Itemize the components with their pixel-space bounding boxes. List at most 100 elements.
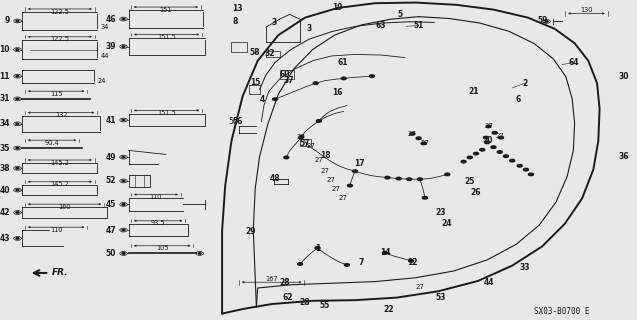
Circle shape — [122, 253, 125, 254]
Text: 19: 19 — [333, 3, 343, 12]
Text: 45: 45 — [106, 200, 116, 209]
Text: 130: 130 — [580, 7, 592, 13]
Text: 2: 2 — [522, 79, 527, 88]
Text: 44: 44 — [101, 53, 109, 59]
Text: 145.2: 145.2 — [50, 181, 69, 187]
Text: 7: 7 — [359, 258, 364, 267]
Text: FR.: FR. — [52, 268, 68, 277]
Circle shape — [468, 156, 472, 159]
Text: 27: 27 — [496, 133, 504, 139]
Text: 21: 21 — [468, 87, 479, 96]
Text: 18: 18 — [320, 151, 331, 160]
Circle shape — [524, 168, 529, 171]
Text: 27: 27 — [307, 143, 316, 148]
Circle shape — [491, 146, 496, 148]
Text: 5: 5 — [397, 10, 403, 19]
Circle shape — [284, 156, 289, 159]
Bar — [249, 85, 260, 94]
Text: 16: 16 — [333, 88, 343, 97]
Circle shape — [473, 152, 478, 155]
Circle shape — [122, 46, 125, 47]
Text: 34: 34 — [0, 119, 10, 128]
Text: 30: 30 — [618, 72, 629, 81]
Text: 12: 12 — [407, 258, 418, 267]
Circle shape — [352, 170, 357, 172]
Text: 29: 29 — [245, 227, 255, 236]
Circle shape — [313, 82, 318, 84]
Text: 23: 23 — [435, 208, 446, 217]
Circle shape — [341, 77, 347, 80]
Text: 27: 27 — [315, 157, 323, 163]
Text: 10: 10 — [0, 45, 10, 54]
Text: 38: 38 — [0, 164, 10, 173]
Circle shape — [396, 177, 401, 180]
Circle shape — [461, 160, 466, 163]
Text: 35: 35 — [0, 144, 10, 153]
Circle shape — [417, 178, 422, 180]
Circle shape — [497, 151, 502, 153]
Text: 64: 64 — [568, 58, 578, 67]
Text: 13: 13 — [233, 4, 243, 12]
Text: 15: 15 — [250, 78, 261, 87]
Circle shape — [517, 164, 522, 167]
Circle shape — [480, 148, 485, 151]
Circle shape — [545, 21, 548, 22]
Text: 31: 31 — [0, 94, 10, 103]
Text: 28: 28 — [300, 298, 310, 307]
Circle shape — [198, 253, 201, 254]
Circle shape — [486, 125, 491, 128]
Text: 32: 32 — [265, 49, 275, 58]
Text: 43: 43 — [0, 234, 10, 243]
Text: 63: 63 — [376, 21, 387, 30]
Circle shape — [445, 173, 450, 176]
Circle shape — [492, 132, 497, 134]
Text: 27: 27 — [327, 177, 336, 183]
Circle shape — [299, 136, 304, 138]
Text: 151.5: 151.5 — [157, 34, 176, 40]
Text: 27: 27 — [297, 134, 306, 140]
Text: 3: 3 — [271, 18, 276, 27]
Text: 27: 27 — [338, 196, 347, 201]
Bar — [280, 70, 294, 79]
Bar — [266, 51, 280, 57]
Text: 59: 59 — [537, 16, 547, 25]
Text: 26: 26 — [471, 188, 482, 197]
Text: 24: 24 — [441, 220, 452, 228]
Text: 52: 52 — [106, 176, 116, 186]
Text: 33: 33 — [519, 263, 530, 272]
Text: 115: 115 — [50, 91, 62, 97]
Text: 22: 22 — [383, 305, 394, 314]
Circle shape — [16, 238, 19, 239]
Circle shape — [410, 132, 415, 135]
Text: 1: 1 — [315, 244, 320, 252]
Text: 132: 132 — [55, 112, 68, 118]
Text: 20: 20 — [482, 136, 492, 145]
Circle shape — [317, 120, 321, 122]
Circle shape — [122, 18, 125, 20]
Bar — [129, 175, 150, 187]
Text: 58: 58 — [250, 48, 261, 57]
Text: 55: 55 — [320, 301, 330, 310]
Text: 3: 3 — [306, 24, 311, 33]
Text: 56: 56 — [228, 117, 238, 126]
Text: 151: 151 — [160, 7, 172, 12]
Circle shape — [122, 119, 125, 121]
Text: 42: 42 — [0, 208, 10, 217]
Circle shape — [16, 98, 19, 100]
Circle shape — [122, 229, 125, 231]
Text: 9: 9 — [4, 16, 10, 26]
Text: 8: 8 — [233, 17, 238, 26]
Text: 47: 47 — [105, 226, 116, 235]
Text: 160: 160 — [58, 204, 71, 210]
Text: 60: 60 — [279, 70, 290, 79]
Circle shape — [297, 263, 303, 265]
Circle shape — [510, 159, 515, 162]
Text: SX03-B0700 E: SX03-B0700 E — [534, 308, 590, 316]
Text: 56: 56 — [233, 117, 243, 126]
Text: 28: 28 — [279, 278, 290, 287]
Text: 4: 4 — [260, 95, 265, 104]
Circle shape — [409, 260, 413, 262]
Circle shape — [315, 247, 320, 249]
Circle shape — [483, 136, 489, 139]
Text: 151.5: 151.5 — [157, 110, 176, 116]
